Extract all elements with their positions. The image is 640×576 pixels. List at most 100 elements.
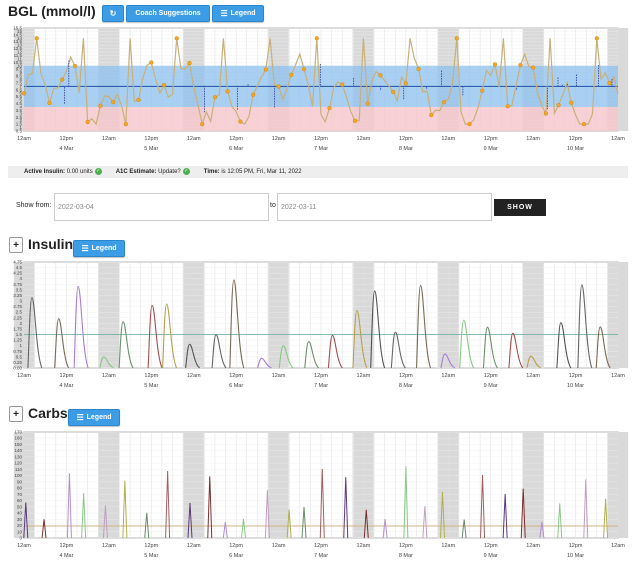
bgl-point — [492, 62, 498, 67]
carb-spike — [439, 491, 445, 539]
x-day-label: 9 Mar — [484, 146, 498, 152]
x-tick-label: 12pm — [229, 543, 243, 549]
carb-spike — [343, 477, 349, 539]
time-value: is 12:05 PM, Fri, Mar 11, 2022 — [221, 169, 302, 175]
y-tick-label: 4.25 — [13, 271, 22, 276]
a1c-label: A1C Estimate: — [115, 169, 157, 176]
insulin-curve — [257, 357, 272, 369]
bgl-point — [21, 91, 27, 96]
insulin-curve — [556, 322, 572, 369]
insulin-expand-button[interactable]: + — [9, 237, 23, 253]
x-day-label: 6 Mar — [229, 383, 243, 389]
x-tick-label: 12am — [17, 136, 31, 142]
y-tick-label: 110 — [15, 467, 23, 472]
refresh-icon: ↻ — [109, 9, 117, 18]
carb-spike — [286, 509, 292, 539]
bgl-point — [416, 66, 421, 72]
carb-spike — [382, 518, 388, 539]
y-tick-label: 4 — [19, 276, 22, 281]
y-tick-label: 1 — [19, 343, 22, 348]
y-tick-label: 15 — [17, 29, 23, 34]
from-date-input[interactable]: 2022-03-04 — [54, 193, 269, 221]
y-tick-label: 4.5 — [16, 265, 23, 270]
x-tick-label: 12am — [272, 543, 286, 549]
x-tick-label: 12pm — [144, 373, 158, 379]
carb-spike — [603, 498, 609, 539]
coach-suggestions-button[interactable]: Coach Suggestions — [126, 5, 210, 22]
x-tick-label: 12am — [17, 543, 31, 549]
y-tick-label: 3.5 — [16, 108, 23, 113]
carb-spike — [363, 509, 369, 539]
y-tick-label: 1.5 — [16, 332, 23, 337]
x-tick-label: 12pm — [399, 373, 413, 379]
bgl-point — [225, 89, 230, 94]
y-tick-label: 1.5 — [16, 122, 23, 127]
bgl-point — [505, 104, 510, 109]
bgl-point — [47, 100, 52, 106]
insulin-curve — [370, 290, 386, 369]
y-tick-label: 3.75 — [13, 282, 22, 287]
bgl-point — [518, 63, 523, 68]
bgl-point — [378, 73, 383, 78]
y-tick-label: 12.5 — [13, 46, 22, 51]
x-tick-label: 12am — [526, 136, 540, 142]
y-tick-label: 9.5 — [16, 67, 23, 72]
to-label: to — [270, 202, 276, 209]
bgl-chart: 15.51514.51413.51312.51211.51110.5109.59… — [13, 26, 629, 152]
bgl-point — [34, 36, 39, 41]
x-tick-label: 12pm — [60, 373, 74, 379]
carb-spike — [122, 480, 128, 539]
y-tick-label: 90 — [17, 479, 23, 484]
bgl-point — [429, 112, 434, 118]
carbs-expand-button[interactable]: + — [9, 406, 23, 422]
y-tick-label: 2 — [19, 118, 22, 123]
carbs-legend-button[interactable]: ☰ Legend — [68, 409, 120, 426]
carb-spike — [165, 470, 171, 539]
insulin-curve — [508, 332, 524, 369]
x-tick-label: 12am — [102, 136, 116, 142]
x-tick-label: 12pm — [484, 543, 498, 549]
y-tick-label: 7 — [19, 84, 22, 89]
x-tick-label: 12am — [17, 373, 31, 379]
x-tick-label: 12am — [441, 136, 455, 142]
bgl-point — [365, 101, 370, 106]
show-button[interactable]: SHOW — [494, 199, 546, 216]
y-tick-label: 0.5 — [16, 129, 23, 134]
x-tick-label: 12am — [357, 373, 371, 379]
x-day-label: 8 Mar — [399, 146, 413, 152]
insulin-legend-button[interactable]: ☰ Legend — [73, 240, 125, 257]
list-icon: ☰ — [76, 413, 84, 422]
x-day-label: 7 Mar — [314, 553, 328, 559]
bgl-point — [161, 82, 167, 88]
plus-icon: + — [13, 239, 19, 251]
x-tick-label: 12pm — [399, 543, 413, 549]
y-tick-label: 4.5 — [16, 101, 23, 106]
y-tick-label: 3.5 — [16, 287, 23, 292]
bgl-point — [174, 36, 179, 41]
x-tick-label: 12pm — [399, 136, 413, 142]
bgl-point — [60, 77, 65, 82]
y-tick-label: 20 — [17, 523, 23, 528]
x-tick-label: 12am — [272, 373, 286, 379]
carb-spike — [583, 479, 589, 539]
x-tick-label: 12am — [102, 543, 116, 549]
y-tick-label: 5 — [19, 98, 22, 103]
x-tick-label: 12pm — [314, 543, 328, 549]
to-date-input[interactable]: 2022-03-11 — [277, 193, 492, 221]
insulin-curve — [327, 334, 343, 369]
y-tick-label: 0 — [19, 536, 22, 541]
y-tick-label: 9 — [19, 70, 22, 75]
y-tick-label: 2.5 — [16, 310, 23, 315]
bgl-point — [251, 92, 256, 97]
a1c-value[interactable]: Update? — [158, 169, 181, 176]
carb-spike — [422, 506, 428, 539]
insulin-curve — [416, 284, 432, 369]
y-tick-label: 4.75 — [13, 260, 22, 265]
insulin-title: Insulin — [28, 236, 74, 252]
bgl-legend-button[interactable]: ☰ Legend — [212, 5, 264, 22]
y-tick-label: 2.75 — [13, 304, 22, 309]
refresh-button[interactable]: ↻ — [102, 5, 124, 22]
y-tick-label: 3 — [19, 111, 22, 116]
bgl-point — [607, 81, 612, 86]
carb-spike — [301, 506, 307, 539]
